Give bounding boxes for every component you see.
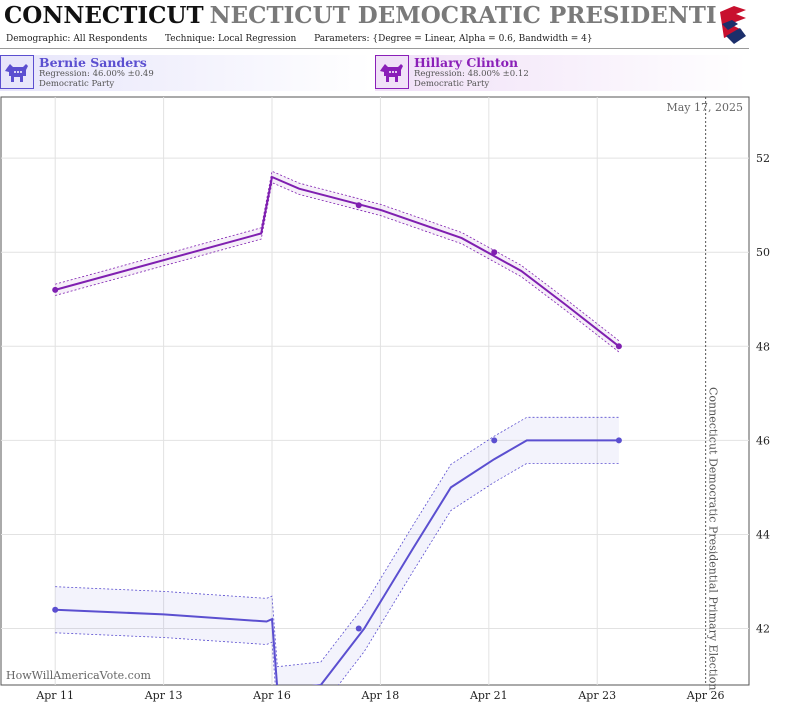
poll-point	[52, 286, 59, 293]
series-hillary-clinton	[52, 170, 622, 353]
regression-line	[55, 439, 619, 685]
poll-point	[52, 606, 59, 613]
confidence-band	[55, 417, 619, 685]
polling-chart: Apr 11 Apr 13 Apr 16 Apr 18 Apr 21 Apr 23 Apr …	[0, 96, 770, 702]
poll-point	[491, 249, 498, 256]
watermark: HowWillAmericaVote.com	[6, 669, 151, 682]
candidate-regression: Regression: 48.00% ±0.12	[414, 69, 529, 79]
candidate-name: Hillary Clinton	[414, 55, 519, 70]
parameters-value: {Degree = Linear, Alpha = 0.6, Bandwidth…	[372, 34, 593, 44]
x-tick-label: Apr 18	[361, 689, 400, 702]
poll-point	[355, 202, 362, 209]
header-divider	[0, 48, 749, 49]
date-label: May 17, 2025	[666, 101, 743, 114]
y-tick-label: 52	[756, 152, 770, 165]
title-state: CONNECTICUT	[4, 2, 204, 29]
x-tick-label: Apr 13	[144, 689, 183, 702]
confidence-upper	[55, 170, 620, 342]
title-race: NECTICUT DEMOCRATIC PRESIDENTIAL PRIMAR	[209, 2, 748, 29]
candidate-name: Bernie Sanders	[39, 55, 147, 70]
candidate-party: Democratic Party	[414, 79, 490, 89]
y-tick-label: 48	[756, 340, 770, 353]
candidate-party: Democratic Party	[39, 79, 115, 89]
candidate-card-sanders: Bernie Sanders Regression: 46.00% ±0.49 …	[0, 55, 372, 91]
poll-point	[355, 625, 362, 632]
poll-point	[615, 437, 622, 444]
regression-line	[54, 175, 620, 348]
site-logo-icon	[716, 2, 750, 48]
x-tick-label: Apr 11	[35, 689, 74, 702]
chart-title: CONNECTICUT NECTICUT DEMOCRATIC PRESIDENT…	[4, 2, 748, 34]
technique-label: Technique:	[165, 34, 216, 44]
y-tick-label: 42	[756, 623, 770, 636]
parameters-label: Parameters:	[314, 34, 370, 44]
x-tick-label: Apr 26	[686, 689, 725, 702]
poll-point	[491, 437, 498, 444]
y-tick-label: 44	[756, 528, 770, 541]
demographic-label: Demographic:	[6, 34, 71, 44]
election-label: Connecticut Democratic Presidential Prim…	[707, 387, 720, 690]
series-bernie-sanders	[52, 416, 622, 685]
x-tick-label: Apr 23	[577, 689, 616, 702]
chart-parameters: Demographic: All Respondents Technique: …	[6, 34, 593, 44]
technique-value: Local Regression	[217, 34, 297, 44]
confidence-lower	[55, 182, 620, 353]
candidate-regression: Regression: 46.00% ±0.49	[39, 69, 154, 79]
democrat-donkey-icon	[0, 55, 34, 89]
democrat-donkey-icon	[375, 55, 409, 89]
demographic-value: All Respondents	[73, 34, 148, 44]
y-tick-label: 50	[756, 246, 770, 259]
x-tick-label: Apr 16	[252, 689, 291, 702]
x-tick-label: Apr 21	[469, 689, 508, 702]
poll-point	[615, 343, 622, 350]
y-tick-label: 46	[756, 434, 770, 447]
candidate-card-clinton: Hillary Clinton Regression: 48.00% ±0.12…	[375, 55, 747, 91]
